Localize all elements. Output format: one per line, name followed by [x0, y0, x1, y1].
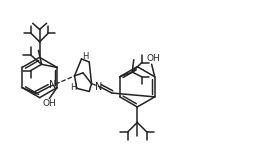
Text: OH: OH	[42, 99, 56, 108]
Text: N: N	[95, 82, 102, 92]
Text: N: N	[49, 80, 56, 90]
Text: H: H	[70, 83, 76, 92]
Text: H: H	[82, 52, 88, 61]
Text: OH: OH	[146, 54, 160, 63]
